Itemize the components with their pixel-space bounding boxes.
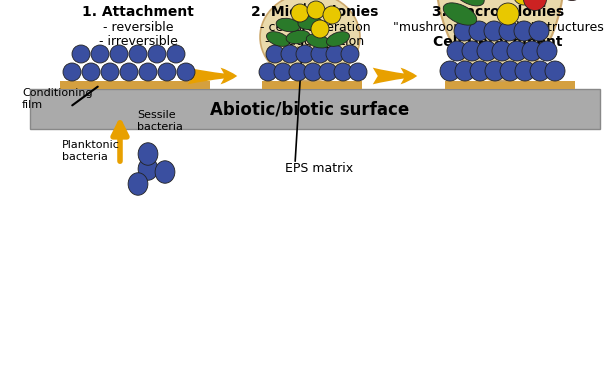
Circle shape [167, 45, 185, 63]
Text: - cell proliferation: - cell proliferation [260, 21, 370, 34]
Circle shape [484, 21, 504, 41]
Circle shape [334, 63, 352, 81]
Circle shape [462, 41, 482, 61]
Ellipse shape [128, 173, 148, 195]
Text: 1. Attachment: 1. Attachment [82, 5, 194, 19]
Ellipse shape [260, 0, 360, 81]
Circle shape [158, 63, 176, 81]
Text: Sessile
bacteria: Sessile bacteria [137, 110, 183, 132]
Circle shape [455, 61, 475, 81]
Text: "mushroom/tower-like" structures: "mushroom/tower-like" structures [393, 21, 603, 34]
Bar [262, 81, 362, 89]
Ellipse shape [138, 143, 158, 165]
Circle shape [148, 45, 166, 63]
Ellipse shape [276, 18, 300, 32]
Circle shape [120, 63, 138, 81]
Bar [445, 81, 575, 89]
Circle shape [307, 1, 325, 19]
Circle shape [311, 20, 329, 38]
Circle shape [500, 61, 520, 81]
Circle shape [530, 61, 550, 81]
Circle shape [311, 45, 329, 63]
Circle shape [91, 45, 109, 63]
Ellipse shape [443, 3, 477, 25]
Circle shape [319, 63, 337, 81]
Ellipse shape [286, 30, 310, 44]
Circle shape [454, 21, 474, 41]
Text: - irreversible: - irreversible [99, 35, 177, 48]
Circle shape [477, 41, 497, 61]
Circle shape [291, 4, 309, 22]
Circle shape [499, 21, 519, 41]
Text: EPS matrix: EPS matrix [285, 163, 353, 175]
Circle shape [529, 21, 549, 41]
Circle shape [349, 63, 367, 81]
Circle shape [497, 3, 519, 25]
Circle shape [514, 21, 534, 41]
Text: Conditioning
film: Conditioning film [22, 88, 93, 110]
Circle shape [101, 63, 119, 81]
Circle shape [522, 41, 542, 61]
Circle shape [110, 45, 128, 63]
Circle shape [177, 63, 195, 81]
Circle shape [266, 45, 284, 63]
Text: 2. Microcolonies: 2. Microcolonies [251, 5, 379, 19]
Circle shape [139, 63, 157, 81]
Circle shape [485, 61, 505, 81]
Circle shape [323, 6, 341, 24]
Text: Planktonic
bacteria: Planktonic bacteria [62, 140, 120, 162]
Circle shape [440, 61, 460, 81]
Circle shape [72, 45, 90, 63]
Circle shape [274, 63, 292, 81]
Ellipse shape [306, 34, 330, 48]
Circle shape [82, 63, 100, 81]
Circle shape [341, 45, 359, 63]
Circle shape [259, 63, 277, 81]
Circle shape [513, 0, 535, 5]
Circle shape [129, 45, 147, 63]
Ellipse shape [138, 158, 158, 180]
Circle shape [470, 61, 490, 81]
Text: - reversible: - reversible [103, 21, 173, 34]
Circle shape [515, 61, 535, 81]
Circle shape [326, 45, 344, 63]
Text: Abiotic/biotic surface: Abiotic/biotic surface [211, 100, 410, 118]
Circle shape [296, 45, 314, 63]
Ellipse shape [267, 31, 290, 46]
Text: - coaggregation: - coaggregation [266, 35, 365, 48]
Ellipse shape [435, 0, 565, 81]
Text: Cell Detachment: Cell Detachment [433, 35, 563, 49]
Circle shape [63, 63, 81, 81]
Circle shape [304, 63, 322, 81]
Bar [30, 89, 600, 129]
Ellipse shape [327, 31, 350, 46]
Circle shape [507, 41, 527, 61]
Circle shape [289, 63, 307, 81]
Ellipse shape [298, 16, 322, 30]
Bar [60, 81, 210, 89]
Circle shape [537, 41, 557, 61]
Text: 3. Macrocolonies: 3. Macrocolonies [432, 5, 564, 19]
Circle shape [281, 45, 299, 63]
Circle shape [469, 21, 489, 41]
Circle shape [545, 61, 565, 81]
Ellipse shape [452, 0, 484, 6]
Circle shape [492, 41, 512, 61]
Ellipse shape [155, 161, 175, 183]
Circle shape [447, 41, 467, 61]
Circle shape [523, 0, 546, 11]
